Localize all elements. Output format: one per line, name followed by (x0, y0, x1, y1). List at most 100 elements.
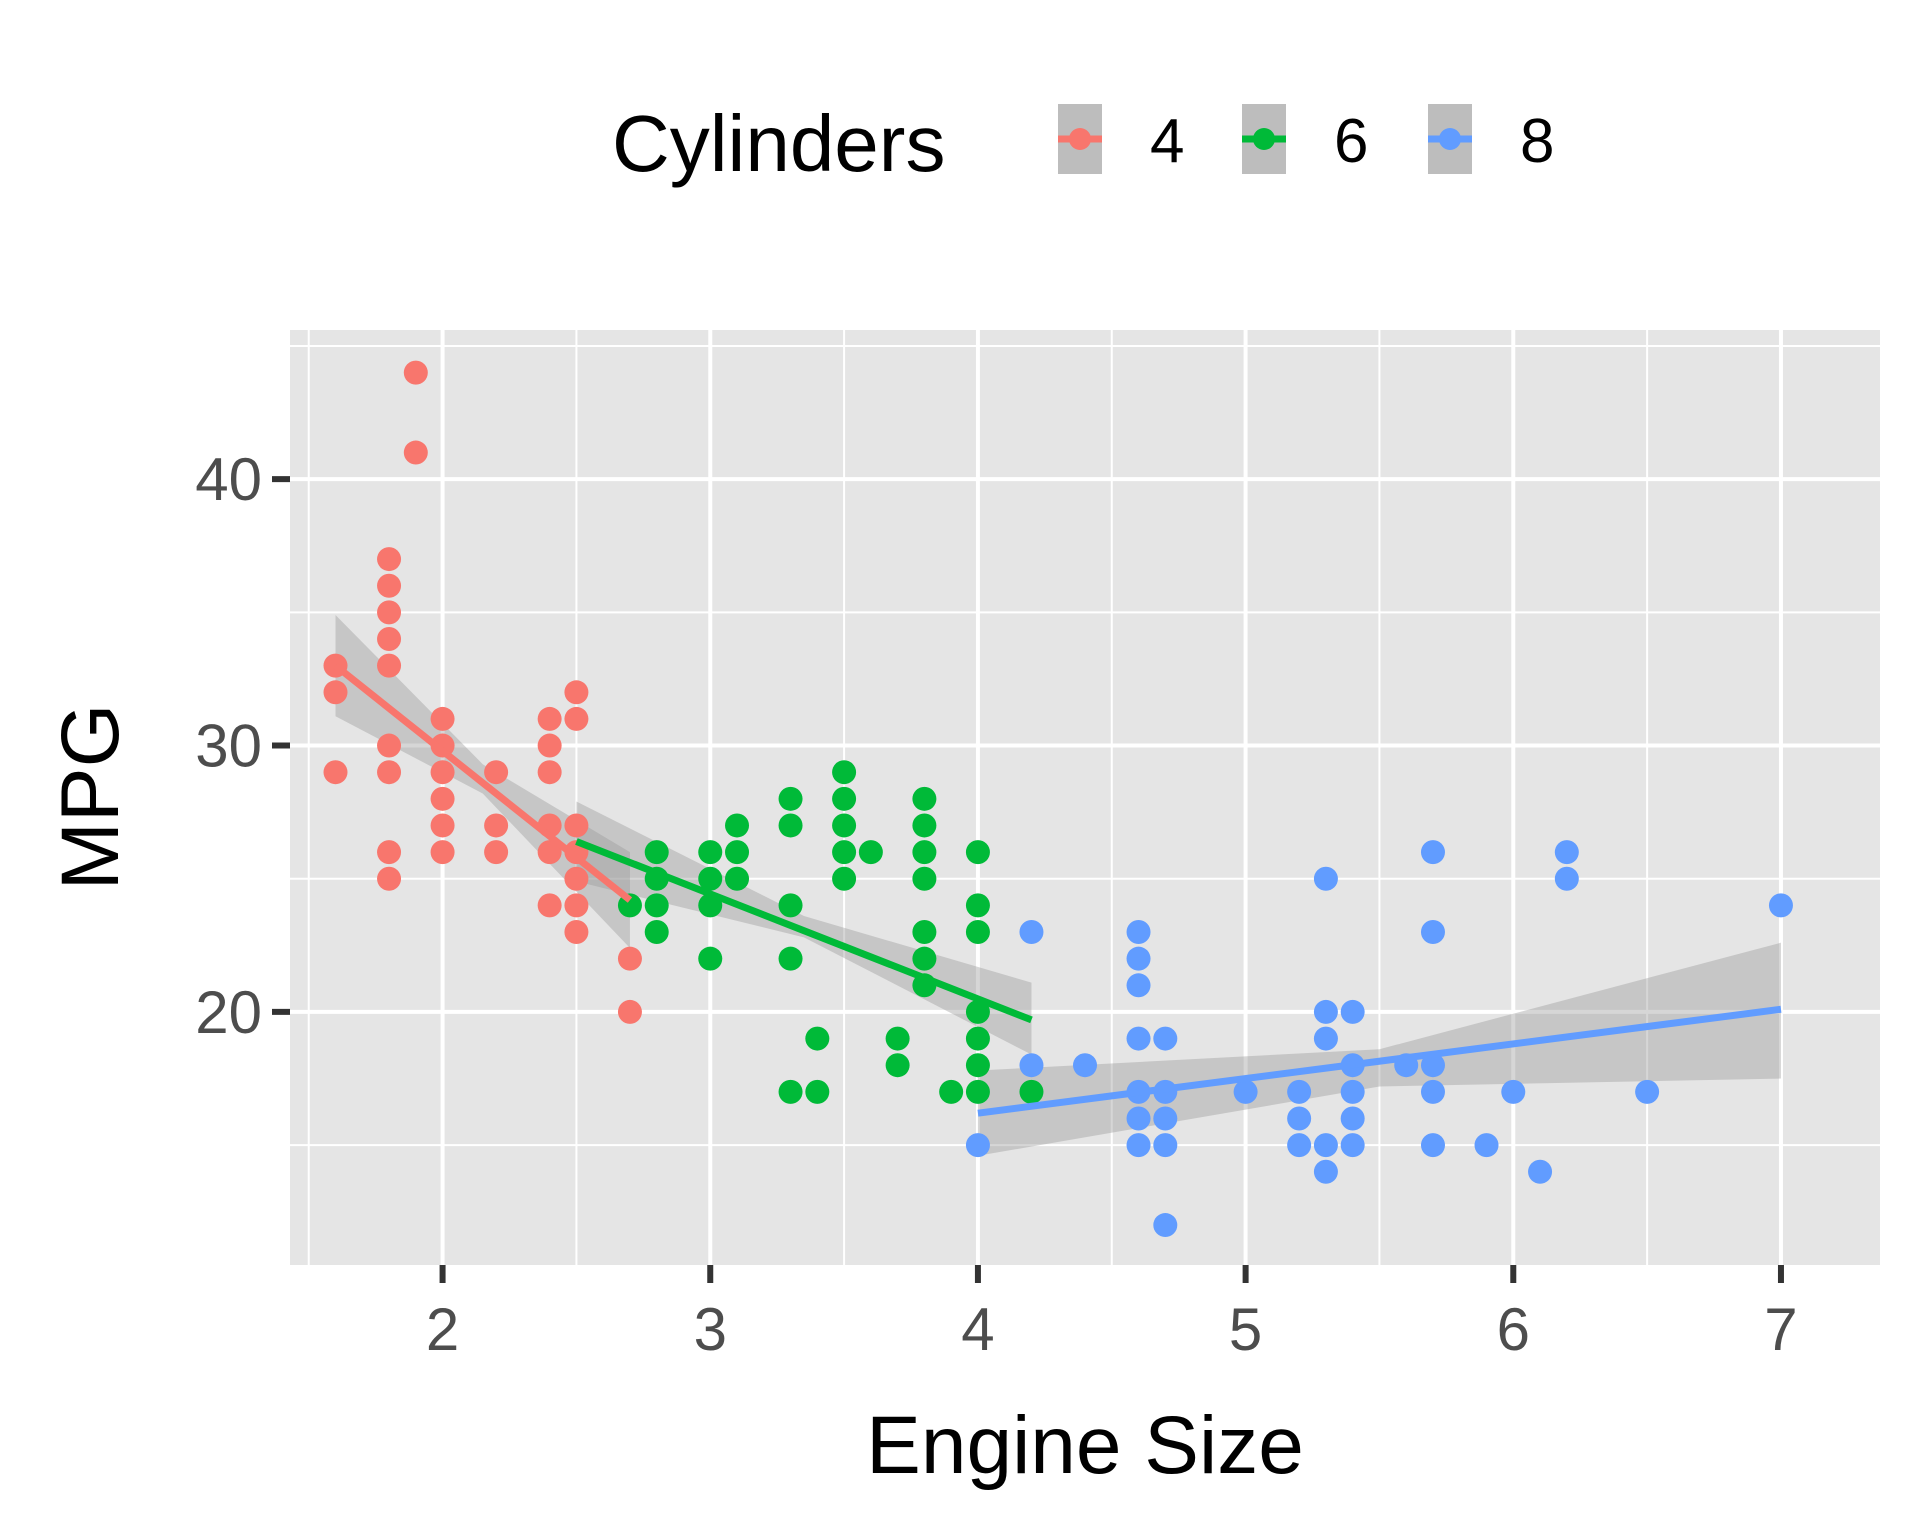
legend-key-6: 6 (1242, 104, 1368, 176)
point-4 (564, 680, 589, 705)
point-8 (1233, 1079, 1258, 1104)
point-8 (1287, 1106, 1312, 1131)
point-8 (1313, 999, 1338, 1024)
data-points (323, 360, 1793, 1238)
x-axis-title: Engine Size (866, 1400, 1304, 1491)
point-4 (617, 999, 642, 1024)
point-6 (965, 840, 990, 865)
legend-key-point (1439, 128, 1461, 150)
point-8 (1768, 893, 1793, 918)
point-6 (698, 840, 723, 865)
point-6 (778, 946, 803, 971)
point-6 (725, 840, 750, 865)
point-8 (1287, 1079, 1312, 1104)
point-6 (832, 840, 857, 865)
point-4 (484, 840, 509, 865)
point-6 (912, 920, 937, 945)
point-4 (377, 866, 402, 891)
point-6 (885, 1053, 910, 1078)
x-tick-label: 2 (426, 1296, 459, 1363)
point-8 (1019, 920, 1044, 945)
point-4 (430, 760, 455, 785)
point-6 (778, 1079, 803, 1104)
legend-label: 6 (1334, 107, 1368, 176)
point-6 (965, 999, 990, 1024)
point-8 (1153, 1026, 1178, 1051)
point-8 (1340, 1106, 1365, 1131)
point-8 (1019, 1053, 1044, 1078)
point-4 (377, 733, 402, 758)
legend-keys: 4 6 8 (1058, 104, 1554, 176)
x-tick-label: 4 (961, 1296, 994, 1363)
point-8 (1501, 1079, 1526, 1104)
point-4 (564, 920, 589, 945)
point-8 (1554, 866, 1579, 891)
legend-key-4: 4 (1058, 104, 1184, 176)
point-8 (1313, 866, 1338, 891)
point-6 (1019, 1079, 1044, 1104)
x-tick-label: 7 (1764, 1296, 1797, 1363)
point-6 (912, 786, 937, 811)
point-6 (778, 813, 803, 838)
point-8 (965, 1133, 990, 1158)
point-6 (965, 1079, 990, 1104)
point-8 (1287, 1133, 1312, 1158)
point-6 (965, 920, 990, 945)
point-4 (537, 706, 562, 731)
legend-key-point (1069, 128, 1091, 150)
y-tick-label: 30 (195, 713, 262, 780)
point-8 (1126, 946, 1151, 971)
point-4 (323, 760, 348, 785)
point-6 (698, 946, 723, 971)
legend-key-point (1253, 128, 1275, 150)
point-8 (1340, 999, 1365, 1024)
legend-key-8: 8 (1428, 104, 1554, 176)
point-4 (430, 706, 455, 731)
point-6 (698, 866, 723, 891)
fit-line-6 (575, 838, 1033, 1024)
point-6 (912, 866, 937, 891)
point-6 (832, 760, 857, 785)
point-6 (805, 1079, 830, 1104)
point-8 (1153, 1133, 1178, 1158)
point-8 (1420, 1079, 1445, 1104)
fit-lines (333, 662, 1782, 1117)
point-4 (484, 813, 509, 838)
point-6 (644, 840, 669, 865)
y-tick-label: 40 (195, 446, 262, 513)
point-6 (778, 893, 803, 918)
point-4 (403, 360, 428, 385)
point-4 (564, 706, 589, 731)
point-8 (1313, 1159, 1338, 1184)
point-6 (885, 1026, 910, 1051)
point-8 (1126, 973, 1151, 998)
plot-panel (290, 330, 1880, 1265)
point-6 (725, 813, 750, 838)
point-4 (377, 840, 402, 865)
point-4 (377, 547, 402, 572)
x-tick-label: 5 (1229, 1296, 1262, 1363)
point-8 (1153, 1213, 1178, 1238)
point-4 (564, 893, 589, 918)
point-6 (965, 893, 990, 918)
point-6 (858, 840, 883, 865)
x-tick-label: 6 (1497, 1296, 1530, 1363)
legend-label: 4 (1150, 107, 1184, 176)
axes: 2 3 4 5 6 7 20 30 40 (195, 446, 1797, 1363)
point-4 (537, 760, 562, 785)
point-8 (1420, 840, 1445, 865)
point-6 (644, 893, 669, 918)
point-4 (377, 653, 402, 678)
point-4 (377, 573, 402, 598)
point-8 (1340, 1133, 1365, 1158)
point-4 (537, 840, 562, 865)
point-8 (1528, 1159, 1553, 1184)
point-4 (377, 627, 402, 652)
point-4 (403, 440, 428, 465)
point-6 (805, 1026, 830, 1051)
point-4 (484, 760, 509, 785)
point-4 (537, 733, 562, 758)
point-6 (965, 1053, 990, 1078)
y-tick-label: 20 (195, 979, 262, 1046)
